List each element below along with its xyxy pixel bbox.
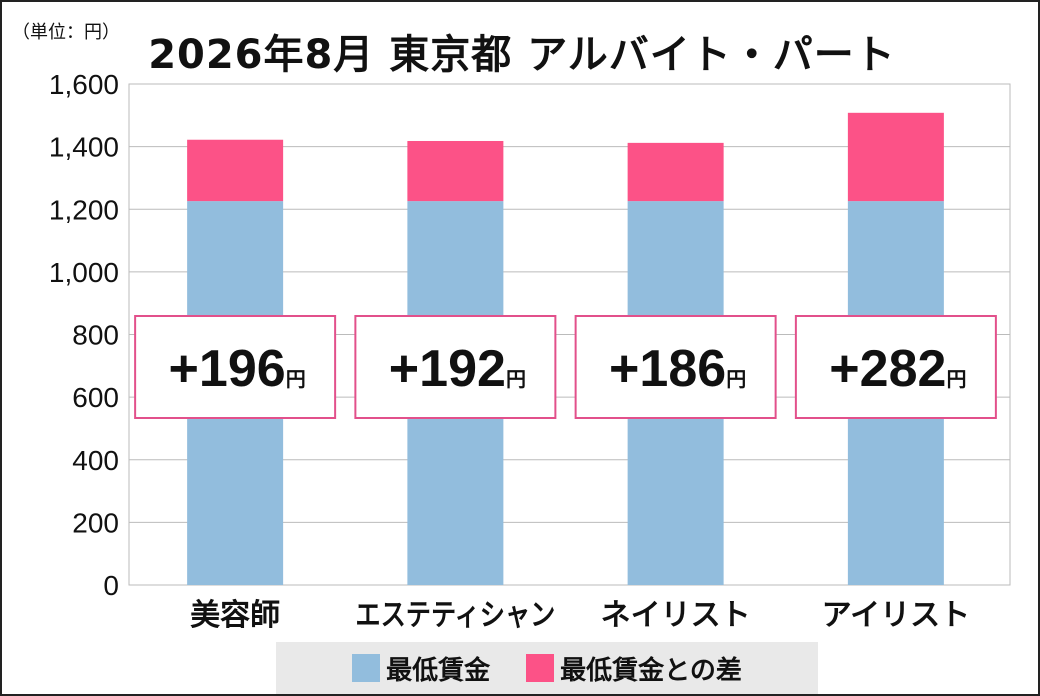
y-tick-label-1000: 1,000 <box>49 257 119 288</box>
annotation-unit-0: 円 <box>286 367 306 391</box>
annotation-box-0 <box>134 315 337 419</box>
annotation-box-3 <box>794 315 997 419</box>
annotation-prefix-1: + <box>389 340 419 398</box>
bar-difference-3 <box>847 112 944 202</box>
annotation-unit-1: 円 <box>506 367 526 391</box>
y-tick-label-600: 600 <box>72 382 119 413</box>
bar-difference-0 <box>187 139 284 202</box>
x-axis-ticks: 美容師 エステティシャン ネイリスト アイリスト <box>190 598 970 633</box>
legend-label-minimum-wage: 最低賃金 <box>386 655 491 686</box>
annotation-value-2: 186 <box>639 340 726 398</box>
annotation-text-1: +192円 <box>389 340 526 398</box>
annotation-prefix-2: + <box>609 340 639 398</box>
y-tick-label-1200: 1,200 <box>49 194 119 225</box>
annotation-prefix-0: + <box>169 340 199 398</box>
legend-label-difference: 最低賃金との差 <box>560 655 742 686</box>
y-tick-label-800: 800 <box>72 320 119 351</box>
y-tick-label-1400: 1,400 <box>49 132 119 163</box>
unit-label: （単位：円） <box>12 22 120 43</box>
bar-difference-2 <box>627 142 724 202</box>
x-tick-label-2: ネイリスト <box>601 598 751 633</box>
chart-title: 2026年8月 東京都 アルバイト・パート <box>148 32 896 78</box>
annotation-value-1: 192 <box>419 340 506 398</box>
annotation-unit-2: 円 <box>726 367 746 391</box>
annotation-text-0: +196円 <box>169 340 306 398</box>
legend-swatch-difference <box>526 654 555 682</box>
x-tick-label-1: エステティシャン <box>355 598 555 633</box>
legend-item-minimum-wage: 最低賃金 <box>352 650 490 687</box>
y-axis-ticks: 0 200 400 600 800 1,000 1,200 1,400 1,600 <box>49 69 119 601</box>
annotations: +196円 +192円 +186円 +282円 <box>134 315 997 419</box>
annotation-box-2 <box>574 315 777 419</box>
legend-swatch-minimum-wage <box>352 654 381 682</box>
y-tick-label-200: 200 <box>72 507 119 538</box>
annotation-text-2: +186円 <box>609 340 746 398</box>
legend-item-difference: 最低賃金との差 <box>526 650 742 687</box>
bar-chart: 0 200 400 600 800 1,000 1,200 1,400 1,600 美容師 エステ… <box>49 69 1011 633</box>
annotation-value-0: 196 <box>199 340 286 398</box>
bar-difference-1 <box>407 140 504 202</box>
x-tick-label-3: アイリスト <box>822 598 971 633</box>
y-tick-label-0: 0 <box>103 570 119 601</box>
annotation-box-1 <box>354 315 557 419</box>
annotation-prefix-3: + <box>829 340 859 398</box>
annotation-text-3: +282円 <box>829 340 966 398</box>
y-tick-label-400: 400 <box>72 445 119 476</box>
x-tick-label-0: 美容師 <box>190 598 280 633</box>
annotation-unit-3: 円 <box>946 367 966 391</box>
annotation-value-3: 282 <box>860 340 947 398</box>
y-tick-label-1600: 1,600 <box>49 69 119 100</box>
legend: 最低賃金 最低賃金との差 <box>276 642 818 694</box>
